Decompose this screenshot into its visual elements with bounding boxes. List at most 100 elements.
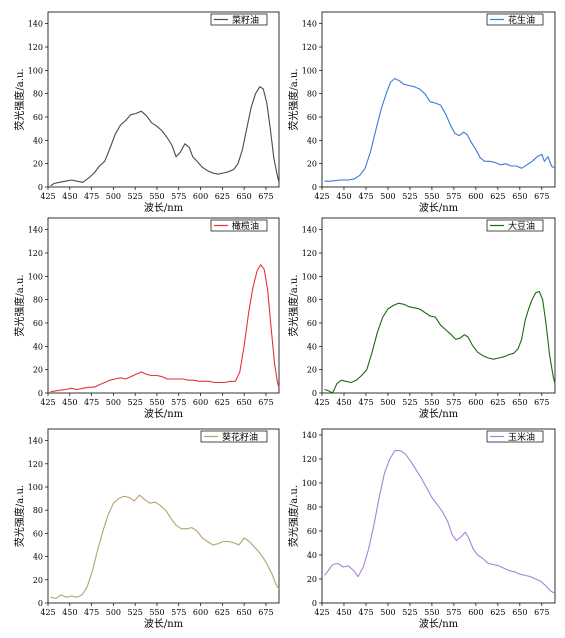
x-tick-label: 450	[62, 192, 77, 201]
y-tick-label: 40	[33, 553, 43, 562]
x-tick-label: 475	[84, 608, 99, 617]
y-tick-label: 60	[33, 319, 43, 328]
y-tick-label: 60	[33, 113, 43, 122]
legend-box	[210, 219, 268, 232]
y-tick-label: 80	[307, 296, 317, 305]
x-tick-label: 625	[490, 608, 505, 617]
legend-label: 玉米油	[508, 431, 535, 443]
series-line	[50, 264, 280, 393]
x-tick-label: 625	[215, 192, 230, 201]
y-tick-label: 120	[28, 460, 43, 469]
y-tick-label: 40	[33, 342, 43, 351]
y-tick-label: 120	[28, 43, 43, 52]
x-tick-label: 650	[512, 608, 527, 617]
plot-frame	[321, 217, 556, 394]
y-tick-label: 0	[38, 599, 43, 608]
x-axis-label: 波长/nm	[144, 617, 184, 630]
x-tick-label: 500	[380, 608, 395, 617]
x-tick-label: 525	[402, 608, 417, 617]
x-tick-label: 625	[490, 398, 505, 407]
x-tick-label: 450	[336, 398, 351, 407]
x-tick-label: 575	[446, 192, 461, 201]
x-tick-label: 600	[468, 192, 483, 201]
x-axis-label: 波长/nm	[144, 407, 184, 420]
y-tick-label: 60	[307, 527, 317, 536]
y-tick-label: 0	[38, 389, 43, 398]
x-tick-label: 500	[106, 608, 121, 617]
legend-box	[486, 219, 544, 232]
x-tick-label: 675	[258, 608, 273, 617]
x-tick-label: 425	[314, 192, 329, 201]
x-tick-label: 550	[424, 608, 439, 617]
x-tick-label: 575	[446, 608, 461, 617]
y-tick-label: 120	[28, 249, 43, 258]
y-tick-label: 60	[307, 319, 317, 328]
y-tick-label: 80	[33, 296, 43, 305]
y-tick-label: 100	[28, 66, 43, 75]
y-axis-label: 荧光强度/a.u.	[13, 68, 26, 130]
y-tick-label: 140	[302, 431, 317, 440]
x-tick-label: 600	[193, 398, 208, 407]
x-tick-label: 450	[336, 608, 351, 617]
legend-label: 橄榄油	[232, 220, 259, 232]
y-tick-label: 60	[33, 529, 43, 538]
series-line	[324, 290, 556, 394]
y-tick-label: 80	[33, 506, 43, 515]
x-axis-label: 波长/nm	[419, 201, 459, 214]
x-tick-label: 625	[215, 608, 230, 617]
y-tick-label: 0	[38, 183, 43, 192]
x-tick-label: 625	[490, 192, 505, 201]
legend-label: 花生油	[508, 14, 535, 26]
y-tick-label: 0	[312, 183, 317, 192]
y-tick-label: 20	[33, 366, 43, 375]
legend-label: 大豆油	[508, 220, 535, 232]
y-tick-label: 40	[307, 136, 317, 145]
x-tick-label: 500	[106, 192, 121, 201]
x-axis-label: 波长/nm	[419, 617, 459, 630]
x-tick-label: 425	[40, 608, 55, 617]
x-tick-label: 575	[171, 608, 186, 617]
y-axis-label: 荧光强度/a.u.	[287, 274, 300, 336]
y-tick-label: 20	[307, 160, 317, 169]
x-tick-label: 550	[424, 398, 439, 407]
x-tick-label: 475	[358, 608, 373, 617]
x-tick-label: 650	[236, 608, 251, 617]
series-line	[324, 77, 556, 182]
y-tick-label: 100	[302, 479, 317, 488]
y-tick-label: 40	[33, 136, 43, 145]
legend-label: 葵花籽油	[222, 431, 258, 443]
x-tick-label: 500	[106, 398, 121, 407]
y-tick-label: 80	[307, 90, 317, 99]
x-tick-label: 525	[128, 608, 143, 617]
y-tick-label: 80	[307, 503, 317, 512]
y-axis-label: 荧光强度/a.u.	[287, 485, 300, 547]
legend-label: 菜籽油	[232, 14, 259, 26]
x-axis-label: 波长/nm	[144, 201, 184, 214]
x-tick-label: 425	[40, 192, 55, 201]
y-tick-label: 20	[33, 576, 43, 585]
chart-panel-3: 425 450 475 500 525 550 575 600 625 650 675 0 20 40 60…	[13, 217, 280, 420]
x-tick-label: 675	[534, 608, 549, 617]
x-tick-label: 675	[258, 398, 273, 407]
x-tick-label: 450	[336, 192, 351, 201]
y-axis-label: 荧光强度/a.u.	[13, 274, 26, 336]
legend-box	[210, 13, 268, 26]
x-tick-label: 525	[128, 398, 143, 407]
series-line	[50, 86, 280, 187]
chart-panel-5: 425 450 475 500 525 550 575 600 625 650 675 0 20 40 60…	[13, 428, 280, 630]
x-tick-label: 600	[193, 608, 208, 617]
legend-box	[486, 13, 544, 26]
x-tick-label: 525	[402, 192, 417, 201]
x-tick-label: 475	[84, 398, 99, 407]
chart-panel-2: 425 450 475 500 525 550 575 600 625 650 675 0 20 40 60…	[287, 11, 556, 214]
x-tick-label: 600	[193, 192, 208, 201]
x-tick-label: 425	[314, 608, 329, 617]
x-tick-label: 450	[62, 608, 77, 617]
x-tick-label: 525	[402, 398, 417, 407]
y-tick-label: 140	[28, 437, 43, 446]
x-tick-label: 550	[149, 398, 164, 407]
y-tick-label: 0	[312, 599, 317, 608]
x-tick-label: 525	[128, 192, 143, 201]
y-tick-label: 40	[307, 551, 317, 560]
